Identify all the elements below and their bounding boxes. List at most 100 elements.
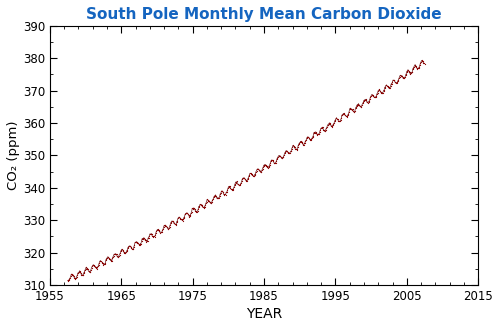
Point bbox=[268, 158, 276, 163]
Point bbox=[72, 274, 80, 279]
Point bbox=[178, 217, 186, 223]
Point bbox=[128, 246, 136, 252]
Point bbox=[404, 68, 412, 73]
Point bbox=[356, 104, 364, 109]
Point bbox=[112, 252, 120, 257]
Point bbox=[191, 208, 199, 213]
Point bbox=[228, 187, 235, 192]
Point bbox=[116, 252, 124, 257]
Point bbox=[153, 227, 161, 233]
Point bbox=[228, 187, 236, 193]
Point bbox=[246, 171, 254, 176]
Point bbox=[190, 205, 198, 211]
Point bbox=[225, 185, 233, 190]
Point bbox=[408, 70, 416, 75]
Point bbox=[82, 265, 90, 270]
Point bbox=[64, 278, 72, 284]
Point bbox=[208, 200, 216, 206]
Point bbox=[84, 267, 92, 272]
Point bbox=[88, 265, 96, 270]
Point bbox=[202, 199, 210, 204]
Point bbox=[420, 61, 428, 66]
Point bbox=[358, 101, 366, 106]
Point bbox=[324, 122, 332, 128]
Point bbox=[370, 94, 378, 100]
Point bbox=[186, 214, 194, 219]
Point bbox=[413, 66, 421, 71]
Point bbox=[122, 250, 130, 256]
Point bbox=[188, 209, 196, 214]
Point bbox=[378, 90, 386, 95]
Point bbox=[210, 195, 218, 200]
Point bbox=[104, 255, 112, 260]
Point bbox=[330, 121, 338, 127]
Point bbox=[252, 171, 260, 176]
Point bbox=[94, 262, 102, 267]
Point bbox=[103, 256, 111, 261]
Point bbox=[411, 62, 419, 67]
Point bbox=[185, 214, 193, 219]
Point bbox=[285, 151, 293, 156]
Point bbox=[348, 107, 356, 112]
Point bbox=[189, 206, 197, 212]
Point bbox=[317, 126, 325, 131]
Point bbox=[118, 247, 126, 253]
Point bbox=[240, 175, 248, 181]
Point bbox=[416, 64, 424, 69]
Point bbox=[93, 266, 101, 272]
Point bbox=[86, 269, 94, 274]
Point bbox=[373, 91, 381, 96]
Point bbox=[412, 64, 420, 70]
Point bbox=[230, 186, 237, 191]
Point bbox=[83, 265, 91, 271]
Point bbox=[289, 143, 297, 148]
Point bbox=[77, 271, 85, 276]
Point bbox=[64, 278, 72, 283]
Point bbox=[286, 150, 294, 155]
Point bbox=[298, 140, 306, 146]
Point bbox=[218, 189, 226, 195]
Point bbox=[288, 145, 296, 150]
Point bbox=[187, 211, 195, 216]
Point bbox=[106, 256, 114, 262]
Point bbox=[350, 109, 358, 114]
Point bbox=[275, 153, 283, 158]
Point bbox=[392, 80, 400, 86]
Point bbox=[272, 160, 280, 165]
Point bbox=[252, 169, 260, 174]
Point bbox=[134, 241, 142, 247]
Point bbox=[80, 270, 88, 276]
Point bbox=[419, 59, 427, 64]
Point bbox=[368, 92, 376, 97]
Point bbox=[336, 119, 344, 124]
Point bbox=[366, 97, 374, 102]
Point bbox=[338, 113, 346, 118]
Point bbox=[328, 123, 336, 128]
Point bbox=[172, 219, 180, 224]
Point bbox=[73, 273, 81, 278]
Point bbox=[140, 236, 148, 241]
Point bbox=[251, 172, 259, 177]
Point bbox=[316, 129, 324, 134]
Point bbox=[330, 120, 338, 126]
Point bbox=[194, 208, 202, 214]
Point bbox=[142, 238, 150, 243]
Point bbox=[326, 121, 334, 127]
Point bbox=[352, 103, 360, 109]
Y-axis label: CO₂ (ppm): CO₂ (ppm) bbox=[7, 121, 20, 190]
Point bbox=[255, 167, 263, 172]
Point bbox=[104, 254, 112, 259]
Point bbox=[220, 192, 228, 197]
Point bbox=[406, 72, 414, 77]
Point bbox=[243, 178, 251, 184]
Point bbox=[168, 219, 176, 224]
Point bbox=[274, 155, 281, 160]
Point bbox=[262, 163, 270, 169]
Point bbox=[68, 272, 76, 277]
Point bbox=[244, 175, 252, 180]
Point bbox=[74, 270, 82, 275]
Point bbox=[127, 244, 135, 249]
Point bbox=[264, 165, 272, 170]
Point bbox=[276, 153, 284, 158]
Point bbox=[390, 78, 398, 83]
